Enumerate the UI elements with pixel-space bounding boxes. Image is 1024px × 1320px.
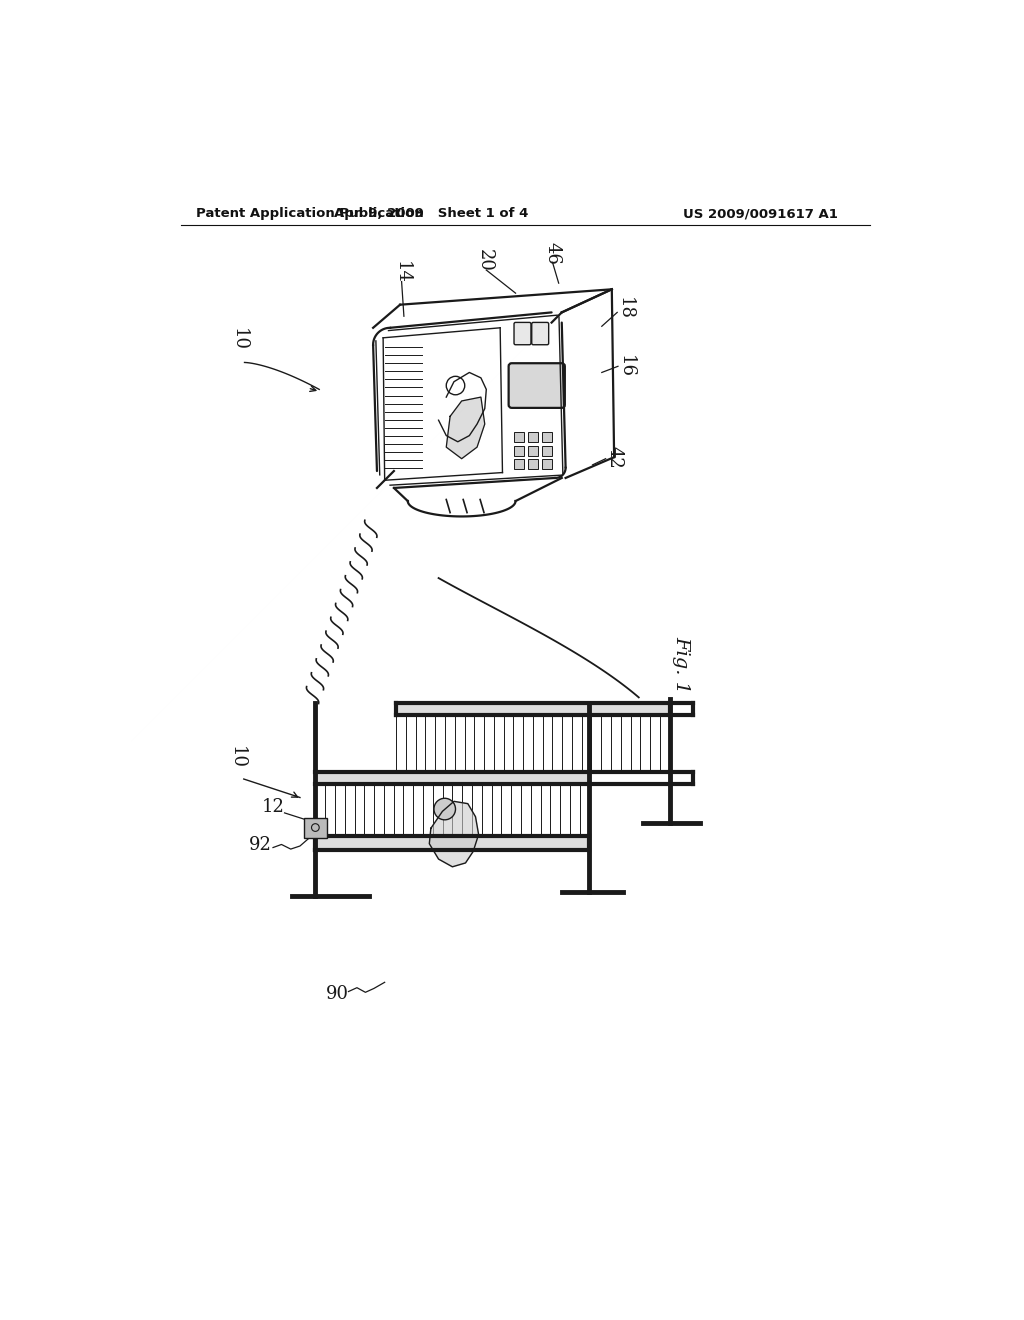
Polygon shape <box>315 836 590 850</box>
Text: 10: 10 <box>229 327 248 351</box>
Text: 46: 46 <box>544 242 561 264</box>
Circle shape <box>434 799 456 820</box>
Bar <box>528 459 538 470</box>
Text: US 2009/0091617 A1: US 2009/0091617 A1 <box>683 207 839 220</box>
Text: Patent Application Publication: Patent Application Publication <box>196 207 424 220</box>
Text: 12: 12 <box>261 797 285 816</box>
Text: 18: 18 <box>615 297 634 319</box>
Text: 42: 42 <box>605 446 624 469</box>
Bar <box>542 432 552 442</box>
FancyBboxPatch shape <box>509 363 565 408</box>
Bar <box>514 432 524 442</box>
Bar <box>528 446 538 455</box>
Text: 10: 10 <box>227 746 246 770</box>
Text: Apr. 9, 2009   Sheet 1 of 4: Apr. 9, 2009 Sheet 1 of 4 <box>334 207 528 220</box>
Text: 14: 14 <box>392 261 411 284</box>
Bar <box>528 432 538 442</box>
FancyBboxPatch shape <box>531 322 549 345</box>
Bar <box>542 459 552 470</box>
Bar <box>514 459 524 470</box>
Bar <box>514 446 524 455</box>
Polygon shape <box>429 801 478 867</box>
Polygon shape <box>446 397 484 459</box>
Bar <box>542 446 552 455</box>
Text: 20: 20 <box>476 249 494 272</box>
FancyBboxPatch shape <box>514 322 531 345</box>
Text: 90: 90 <box>326 985 348 1003</box>
FancyBboxPatch shape <box>304 817 327 838</box>
Text: 16: 16 <box>616 355 635 378</box>
Text: 92: 92 <box>249 837 271 854</box>
Polygon shape <box>396 702 670 715</box>
Text: Fig. 1: Fig. 1 <box>672 636 690 693</box>
Polygon shape <box>315 772 590 784</box>
